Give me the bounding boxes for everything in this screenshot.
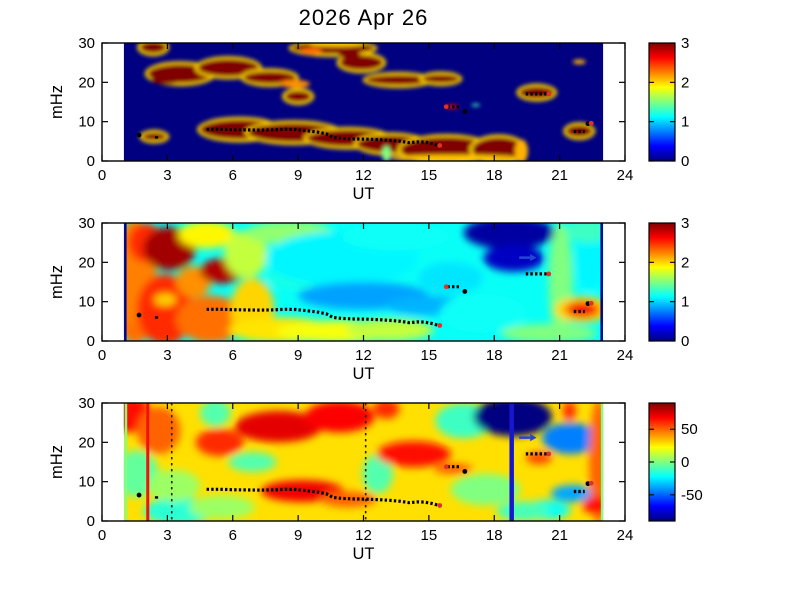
x-axis-label: UT: [353, 365, 375, 383]
svg-text:20: 20: [78, 74, 95, 91]
panel-1-axes: 0 3 6 9 12 15 18 21 24 0 10 20 30 UT mHz: [48, 35, 633, 203]
svg-text:10: 10: [78, 474, 95, 491]
svg-text:9: 9: [294, 167, 302, 184]
svg-text:20: 20: [78, 434, 95, 451]
svg-text:2: 2: [681, 74, 689, 91]
svg-text:6: 6: [229, 167, 237, 184]
panel-2-trace-overlay: [136, 254, 594, 328]
svg-text:6: 6: [229, 527, 237, 544]
svg-text:15: 15: [421, 167, 438, 184]
figure-title: 2026 Apr 26: [298, 5, 429, 30]
svg-text:24: 24: [617, 167, 634, 184]
colorbar-1: 0 1 2 3: [648, 35, 689, 170]
svg-text:-50: -50: [681, 487, 703, 504]
panel-3-axes: 0 3 6 9 12 15 18 21 24 0 10 20 30 UT mHz: [48, 395, 633, 563]
svg-text:6: 6: [229, 347, 237, 364]
svg-text:0: 0: [98, 167, 106, 184]
svg-text:0: 0: [98, 347, 106, 364]
y-axis-label: mHz: [48, 85, 66, 119]
svg-text:10: 10: [78, 114, 95, 131]
svg-text:3: 3: [163, 167, 171, 184]
blue-arrow-marker: [519, 254, 537, 262]
svg-text:21: 21: [551, 527, 568, 544]
svg-text:18: 18: [486, 527, 503, 544]
x-axis-label: UT: [353, 545, 375, 563]
svg-text:20: 20: [78, 254, 95, 271]
svg-text:3: 3: [163, 527, 171, 544]
y-axis-label: mHz: [48, 265, 66, 299]
svg-text:24: 24: [617, 527, 634, 544]
svg-text:12: 12: [355, 167, 372, 184]
svg-text:3: 3: [681, 35, 689, 52]
svg-text:0: 0: [681, 153, 689, 170]
colorbar-2: 0 1 2 3: [648, 215, 689, 350]
y-axis-label: mHz: [48, 445, 66, 479]
svg-text:12: 12: [355, 347, 372, 364]
colorbar-3: -50 0 50: [648, 402, 703, 522]
svg-text:0: 0: [681, 454, 689, 471]
svg-text:0: 0: [87, 513, 95, 530]
svg-text:0: 0: [681, 333, 689, 350]
panel-1-heatmap: [123, 43, 604, 161]
svg-text:21: 21: [551, 167, 568, 184]
blue-arrow-marker: [519, 434, 537, 442]
svg-text:2: 2: [681, 254, 689, 271]
panel-2-heatmap: [123, 223, 604, 341]
svg-text:0: 0: [87, 153, 95, 170]
spectrogram-panel-3: 0 3 6 9 12 15 18 21 24 0 10 20 30 UT mHz -50 0 50: [48, 395, 703, 563]
svg-text:1: 1: [681, 114, 689, 131]
svg-text:3: 3: [163, 347, 171, 364]
svg-text:18: 18: [486, 167, 503, 184]
svg-text:0: 0: [98, 527, 106, 544]
svg-text:30: 30: [78, 215, 95, 232]
svg-text:15: 15: [421, 527, 438, 544]
svg-text:3: 3: [681, 215, 689, 232]
x-axis-label: UT: [353, 185, 375, 203]
svg-text:0: 0: [87, 333, 95, 350]
svg-text:50: 50: [681, 421, 698, 438]
svg-text:9: 9: [294, 347, 302, 364]
svg-text:30: 30: [78, 395, 95, 412]
svg-text:1: 1: [681, 294, 689, 311]
svg-text:21: 21: [551, 347, 568, 364]
svg-text:24: 24: [617, 347, 634, 364]
svg-text:18: 18: [486, 347, 503, 364]
svg-text:12: 12: [355, 527, 372, 544]
panel-2-axes: 0 3 6 9 12 15 18 21 24 0 10 20 30 UT mHz: [48, 215, 633, 383]
svg-text:10: 10: [78, 294, 95, 311]
panel-3-heatmap: [123, 403, 604, 521]
svg-text:30: 30: [78, 35, 95, 52]
svg-text:9: 9: [294, 527, 302, 544]
panel-3-trace-overlay: [136, 434, 594, 508]
svg-text:15: 15: [421, 347, 438, 364]
panel-1-trace-overlay: [136, 91, 594, 148]
